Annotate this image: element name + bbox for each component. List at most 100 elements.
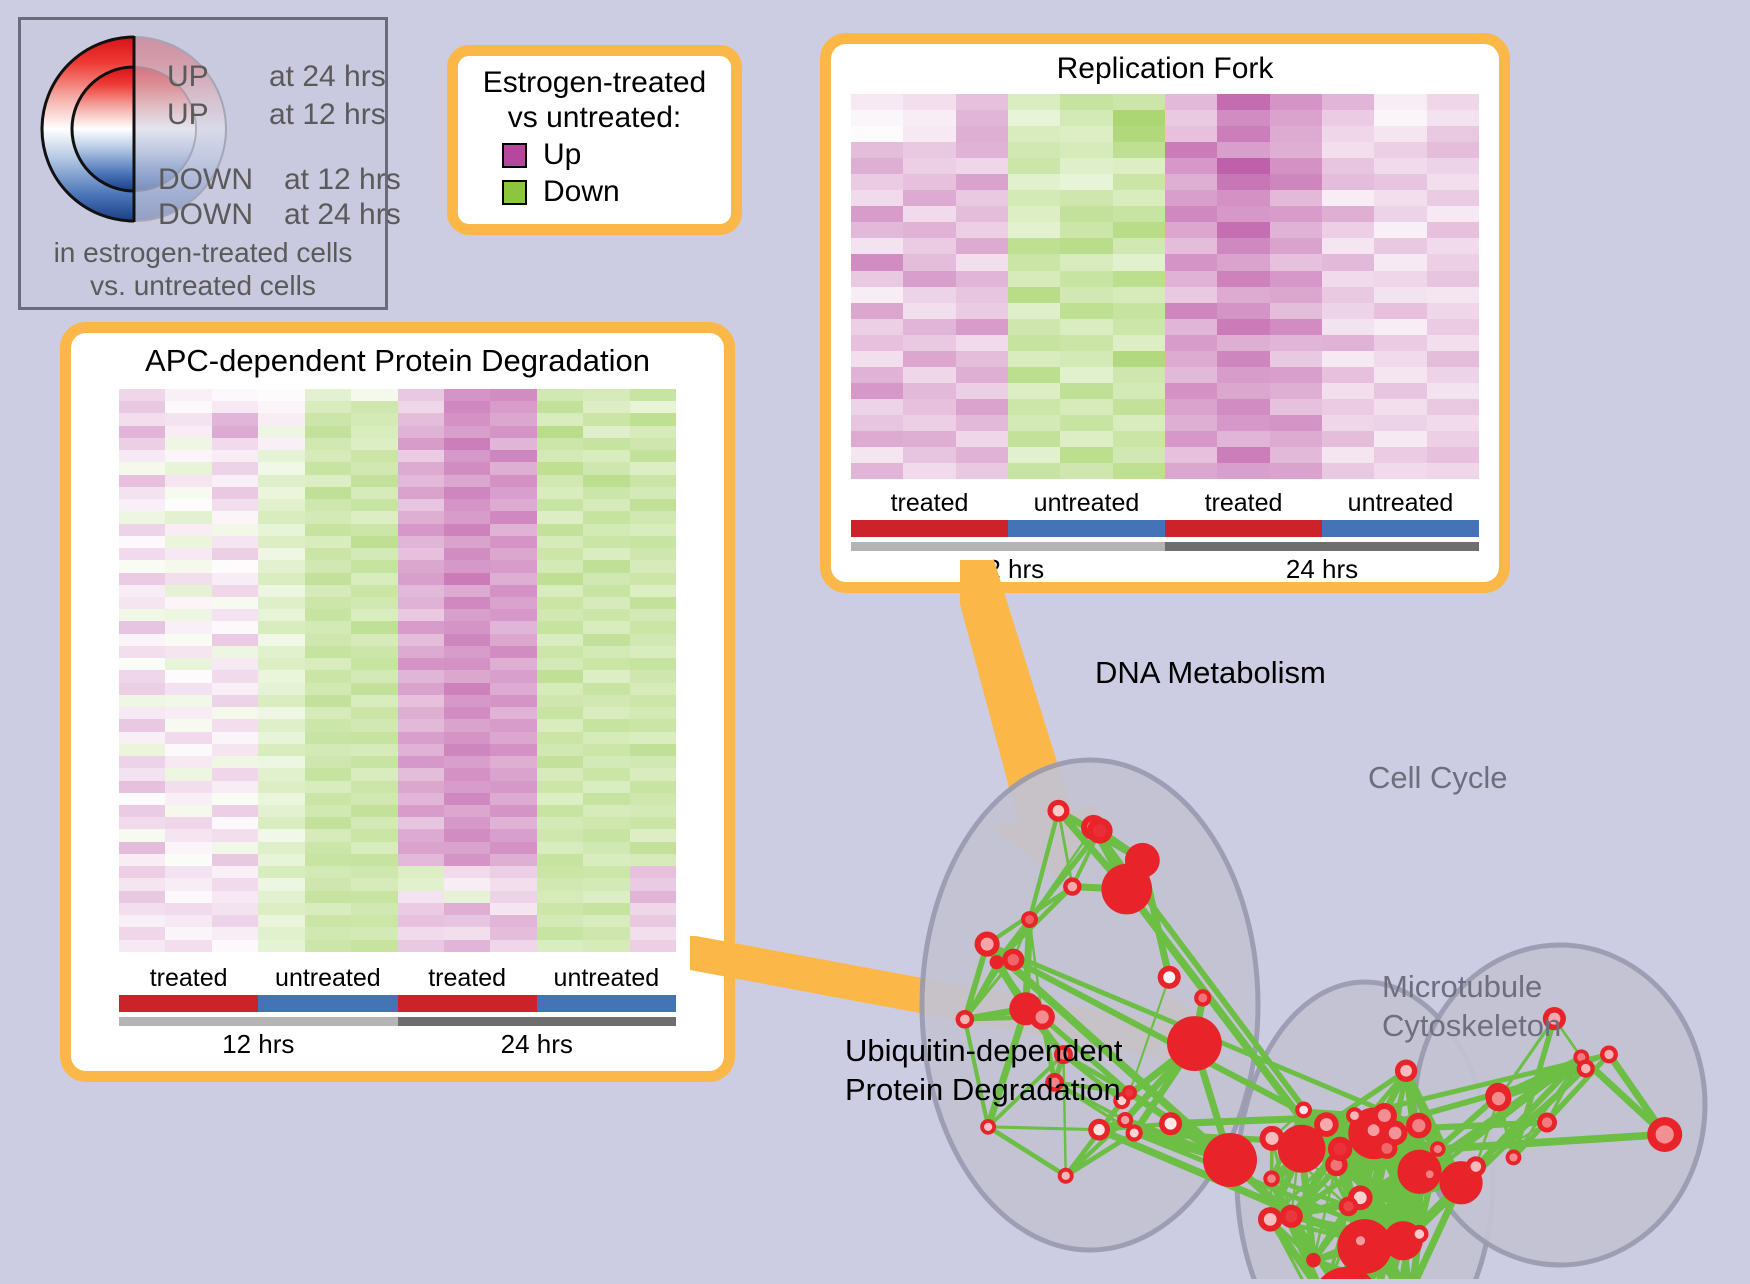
network-node[interactable] (1466, 1156, 1486, 1176)
heatmap-cell (537, 829, 583, 841)
network-node[interactable] (1029, 1004, 1054, 1029)
network-node[interactable] (1352, 1232, 1370, 1250)
heatmap-cell (1165, 463, 1217, 479)
network-node[interactable] (1406, 1113, 1432, 1139)
network-node[interactable] (1203, 1133, 1257, 1187)
heatmap-cell (583, 585, 629, 597)
network-node[interactable] (1047, 800, 1069, 822)
heatmap-cell (1374, 238, 1426, 254)
network-node[interactable] (1021, 911, 1038, 928)
heatmap-cell (851, 222, 903, 238)
heatmap-cell (444, 597, 490, 609)
network-node[interactable] (1314, 1112, 1339, 1137)
heatmap-cell (1374, 206, 1426, 222)
network-node[interactable] (1280, 1205, 1303, 1228)
heatmap-cell (444, 475, 490, 487)
network-node[interactable] (1263, 1170, 1280, 1187)
heatmap-cell (119, 842, 165, 854)
network-node[interactable] (1158, 966, 1181, 989)
heatmap-cell (1322, 238, 1374, 254)
heatmap-cell (165, 781, 211, 793)
network-node[interactable] (1372, 1103, 1397, 1128)
heatmap-cell (1217, 94, 1269, 110)
network-node[interactable] (1258, 1207, 1283, 1232)
heatmap-cell (398, 866, 444, 878)
heatmap-cell (1113, 431, 1165, 447)
heatmap-cell (490, 829, 536, 841)
heatmap-cell (119, 511, 165, 523)
heatmap-cell (305, 829, 351, 841)
heatmap-cell (956, 447, 1008, 463)
heatmap-cell (398, 389, 444, 401)
heatmap-cell (305, 940, 351, 952)
network-node-core (1036, 1010, 1049, 1023)
heatmap-cell (165, 426, 211, 438)
network-node[interactable] (1306, 1253, 1321, 1268)
network-node[interactable] (956, 1010, 975, 1029)
network-node[interactable] (1122, 1085, 1137, 1100)
network-node[interactable] (1486, 1086, 1512, 1112)
heatmap-cell (583, 756, 629, 768)
heatmap-cell (851, 110, 903, 126)
network-node[interactable] (1537, 1113, 1557, 1133)
heatmap-cell (583, 878, 629, 890)
heatmap-row (119, 817, 676, 829)
network-node[interactable] (1395, 1060, 1417, 1082)
network-node-ring (1203, 1133, 1257, 1187)
heatmap-cell (398, 854, 444, 866)
network-node[interactable] (1002, 949, 1024, 971)
heatmap-cell (537, 927, 583, 939)
heatmap-cell (212, 940, 258, 952)
heatmap-cell (490, 768, 536, 780)
heatmap-cell (490, 927, 536, 939)
network-node[interactable] (1410, 1225, 1428, 1243)
network-node[interactable] (1126, 1124, 1143, 1141)
network-node[interactable] (1058, 1168, 1074, 1184)
heatmap-cell (258, 903, 304, 915)
heatmap-cell (258, 646, 304, 658)
heatmap-cell (1217, 142, 1269, 158)
network-node-core (1093, 1124, 1104, 1135)
heatmap-cell (351, 695, 397, 707)
network-node[interactable] (1600, 1045, 1618, 1063)
network-node[interactable] (1647, 1117, 1682, 1152)
network-node[interactable] (990, 955, 1004, 969)
heatmap-cell (903, 415, 955, 431)
heatmap-cell (258, 621, 304, 633)
network-node[interactable] (1125, 843, 1160, 878)
heatmap-cell (537, 817, 583, 829)
network-node[interactable] (1506, 1150, 1522, 1166)
network-node[interactable] (1159, 1112, 1182, 1135)
heatmap-cell (1322, 271, 1374, 287)
network-node[interactable] (1088, 1119, 1110, 1141)
network-node[interactable] (1087, 818, 1113, 844)
network-node[interactable] (1295, 1102, 1312, 1119)
heatmap-cell (630, 560, 676, 572)
heatmap-cell (1113, 238, 1165, 254)
heatmap-cell (212, 413, 258, 425)
network-node[interactable] (1328, 1137, 1352, 1161)
network-node[interactable] (1167, 1016, 1222, 1071)
network-node[interactable] (1063, 877, 1081, 895)
network-node[interactable] (1577, 1059, 1595, 1077)
network-node[interactable] (1430, 1141, 1446, 1157)
heatmap-cell (1217, 238, 1269, 254)
network-node[interactable] (1194, 989, 1211, 1006)
network-node[interactable] (1346, 1107, 1363, 1124)
network-node[interactable] (980, 1119, 996, 1135)
heatmap-cell (119, 768, 165, 780)
network-node[interactable] (1422, 1167, 1437, 1182)
network-node[interactable] (1260, 1126, 1285, 1151)
heatmap-cell (212, 670, 258, 682)
heatmap-cell (1427, 110, 1479, 126)
heatmap-cell (903, 271, 955, 287)
heatmap-cell (537, 634, 583, 646)
network-node[interactable] (1339, 1197, 1359, 1217)
heatmap-cell (583, 646, 629, 658)
network-node[interactable] (975, 932, 1000, 957)
heatmap-cell (119, 940, 165, 952)
heatmap-cell (444, 842, 490, 854)
heatmap-cell (1113, 367, 1165, 383)
